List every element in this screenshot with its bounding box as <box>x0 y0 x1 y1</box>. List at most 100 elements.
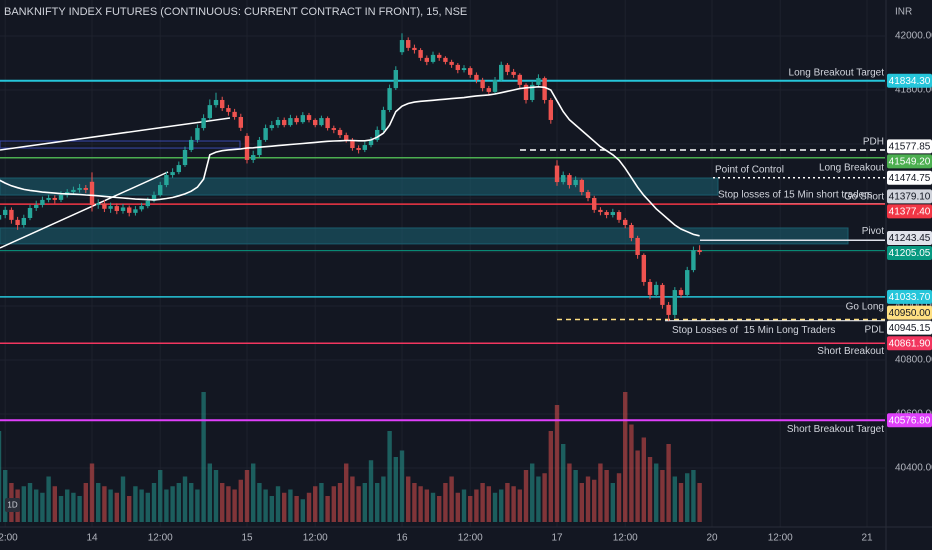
volume-bar <box>406 476 411 522</box>
volume-bar <box>412 483 417 522</box>
candle-body <box>275 119 281 126</box>
candle-body <box>40 199 45 206</box>
candle-body <box>418 50 423 58</box>
candle-body <box>344 135 349 140</box>
candle-body <box>511 71 516 75</box>
volume-bar <box>672 476 678 522</box>
candle-body <box>623 219 628 225</box>
candle-body <box>424 57 430 62</box>
candle-body <box>96 203 101 206</box>
level-name: PDL <box>865 324 885 335</box>
candle-body <box>685 270 690 295</box>
candle-body <box>77 188 82 190</box>
volume-bar <box>207 463 213 522</box>
candle-body <box>437 54 442 58</box>
candle-body <box>164 175 169 186</box>
volume-bar <box>666 444 671 522</box>
volume-bar <box>523 470 529 522</box>
volume-bar <box>418 486 423 522</box>
volume-bar <box>443 483 448 522</box>
y-tick-label: 41800.00 <box>895 85 932 96</box>
candle-body <box>226 108 231 112</box>
volume-bar <box>275 486 281 522</box>
candle-body <box>89 181 95 206</box>
price-badge <box>887 189 932 204</box>
candle-body <box>207 105 213 119</box>
candle-body <box>505 64 510 72</box>
candle-body <box>610 212 616 216</box>
price-badge-label: 41243.45 <box>889 233 931 244</box>
volume-bar <box>226 486 231 522</box>
volume-bar <box>375 483 380 522</box>
interval-badge-bg <box>5 498 20 512</box>
grid <box>0 0 885 527</box>
volume-bar <box>127 496 132 522</box>
price-badge <box>887 336 932 351</box>
volume-bar <box>96 483 101 522</box>
candle-body <box>468 68 473 75</box>
candle-body <box>666 304 671 315</box>
candle-body <box>331 128 337 130</box>
volume-bar <box>27 483 33 522</box>
price-badge <box>887 245 932 260</box>
candle-body <box>170 172 175 176</box>
volume-bar <box>325 496 330 522</box>
volume-bar <box>511 486 516 522</box>
volume-bar <box>133 486 138 522</box>
candle-body <box>158 185 163 196</box>
volume-bar <box>604 470 609 522</box>
x-tick-label: 12:00 <box>458 533 483 544</box>
candle-body <box>9 209 14 220</box>
level-name: Short Breakout <box>817 346 884 357</box>
candle-body <box>585 192 591 198</box>
volume-bar <box>288 489 293 522</box>
candle-body <box>474 74 479 81</box>
candle-body <box>561 175 566 183</box>
candle-body <box>387 88 392 110</box>
candle-body <box>641 254 647 282</box>
candle-body <box>0 215 2 220</box>
candle-body <box>34 205 39 208</box>
candle-body <box>573 179 578 186</box>
volume-bar <box>691 470 696 522</box>
candle-body <box>517 74 523 85</box>
x-tick-label: 14 <box>86 533 98 544</box>
level-name: Go Short <box>844 191 884 202</box>
volume-bar <box>120 476 126 522</box>
volume-bar <box>678 483 684 522</box>
level-name: Stop Losses of 15 Min Long Traders <box>672 325 835 336</box>
volume-bar <box>201 392 206 522</box>
candle-body <box>325 118 330 129</box>
candle-body <box>176 165 182 173</box>
candle-body <box>71 189 76 193</box>
candle-body <box>114 206 120 211</box>
candle-body <box>251 155 256 160</box>
volume-bar <box>567 463 572 522</box>
trendlines <box>0 117 231 249</box>
zone <box>0 227 849 245</box>
x-tick-label: 12:00 <box>0 533 18 544</box>
candle-body <box>182 149 188 166</box>
volume-bar <box>393 457 399 522</box>
volume-bar <box>294 496 299 522</box>
candle-body <box>678 290 684 295</box>
candle-body <box>201 118 206 129</box>
volume-bar <box>337 483 343 522</box>
y-tick-label: 40800.00 <box>895 355 932 366</box>
chart-title: BANKNIFTY INDEX FUTURES (CONTINUOUS: CUR… <box>4 6 467 18</box>
candle-body <box>313 119 318 126</box>
volume-bar <box>492 492 498 522</box>
y-tick-label: 42000.00 <box>895 31 932 42</box>
candle-body <box>108 206 113 209</box>
interval-badge: 1D <box>7 501 17 510</box>
price-badge <box>887 73 932 88</box>
volume-bar <box>257 483 262 522</box>
candle-body <box>542 78 547 100</box>
levels <box>0 79 885 422</box>
volume-bar <box>238 479 244 522</box>
candle-body <box>120 207 126 211</box>
volume-bar <box>145 492 151 522</box>
candle-body <box>449 61 454 65</box>
volume-bar <box>536 476 541 522</box>
